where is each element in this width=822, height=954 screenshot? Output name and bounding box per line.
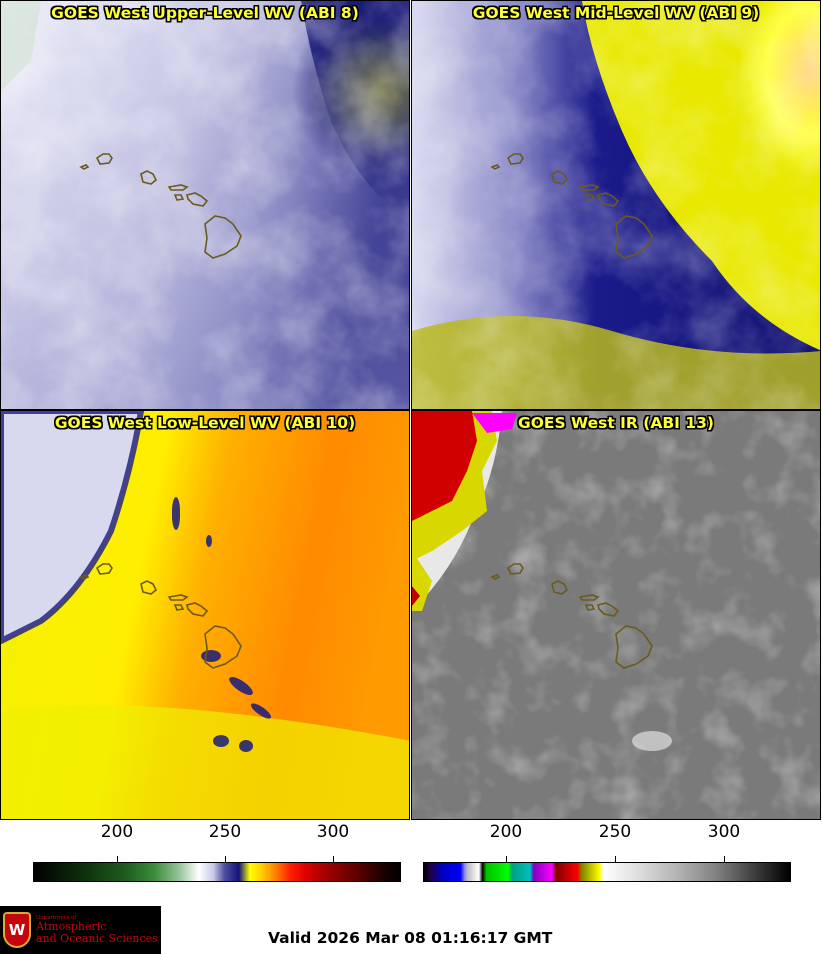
- panel-low-level-wv: GOES West Low-Level WV (ABI 10): [0, 410, 410, 820]
- valid-time: Valid 2026 Mar 08 01:16:17 GMT: [268, 929, 553, 947]
- mid-level-wv-image: [412, 1, 820, 409]
- tick-label: 300: [707, 822, 741, 842]
- colorbar-left: 200 250 300: [33, 822, 401, 884]
- colorbar-gradient: [33, 862, 401, 882]
- tick-label: 200: [100, 822, 134, 842]
- uw-crest-icon: W: [3, 912, 31, 948]
- tick-mark: [333, 856, 334, 862]
- colorbar-right: 200 250 300: [423, 822, 791, 884]
- tick-mark: [225, 856, 226, 862]
- tick-mark: [506, 856, 507, 862]
- panel-title: GOES West Upper-Level WV (ABI 8): [51, 4, 359, 22]
- logo-name-line1: Atmospheric: [36, 920, 107, 934]
- upper-level-wv-image: [1, 1, 409, 409]
- tick-mark: [117, 856, 118, 862]
- tick-label: 250: [598, 822, 632, 842]
- logo-dept-line: Department of: [36, 914, 77, 921]
- panel-title: GOES West Mid-Level WV (ABI 9): [472, 4, 760, 22]
- tick-label: 300: [316, 822, 350, 842]
- panel-ir: GOES West IR (ABI 13): [411, 410, 821, 820]
- panel-title: GOES West Low-Level WV (ABI 10): [54, 414, 356, 432]
- aos-logo: W Department of Atmospheric and Oceanic …: [0, 906, 161, 954]
- panel-mid-level-wv: GOES West Mid-Level WV (ABI 9): [411, 0, 821, 410]
- low-level-wv-image: [1, 411, 409, 819]
- ir-image: [412, 411, 820, 819]
- panel-title: GOES West IR (ABI 13): [518, 414, 714, 432]
- tick-mark: [615, 856, 616, 862]
- tick-label: 200: [489, 822, 523, 842]
- tick-mark: [724, 856, 725, 862]
- logo-name-line2: and Oceanic Sciences: [36, 931, 158, 945]
- tick-label: 250: [208, 822, 242, 842]
- panel-upper-level-wv: GOES West Upper-Level WV (ABI 8): [0, 0, 410, 410]
- colorbar-gradient: [423, 862, 791, 882]
